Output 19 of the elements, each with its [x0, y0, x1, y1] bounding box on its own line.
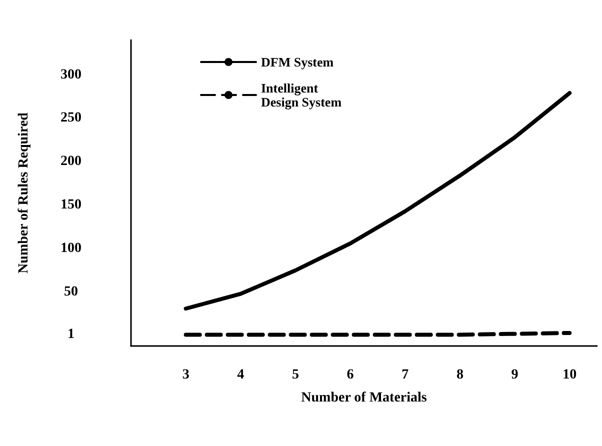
legend-label: DFM System	[261, 54, 334, 70]
y-tick-label: 100	[60, 241, 82, 256]
y-tick-label: 150	[60, 198, 82, 213]
y-tick-label: 50	[64, 284, 78, 300]
y-tick-label: 200	[60, 154, 82, 170]
x-tick-label: 7	[402, 368, 409, 382]
x-tick-label: 8	[456, 368, 464, 382]
x-tick-label: 9	[511, 368, 518, 382]
x-tick-label: 4	[237, 368, 244, 382]
x-tick-label: 10	[562, 368, 577, 382]
x-tick-label: 6	[346, 368, 354, 382]
y-axis-title: Number of Rules Required	[16, 112, 32, 274]
x-tick-label: 3	[182, 368, 190, 382]
x-axis-title: Number of Materials	[301, 390, 428, 406]
y-tick-label: 300	[60, 67, 82, 82]
y-tick-label: 1	[68, 327, 74, 342]
x-tick-label: 5	[292, 368, 299, 382]
y-tick-label: 250	[60, 110, 82, 126]
legend-label: Intelligent Design System	[261, 80, 342, 110]
